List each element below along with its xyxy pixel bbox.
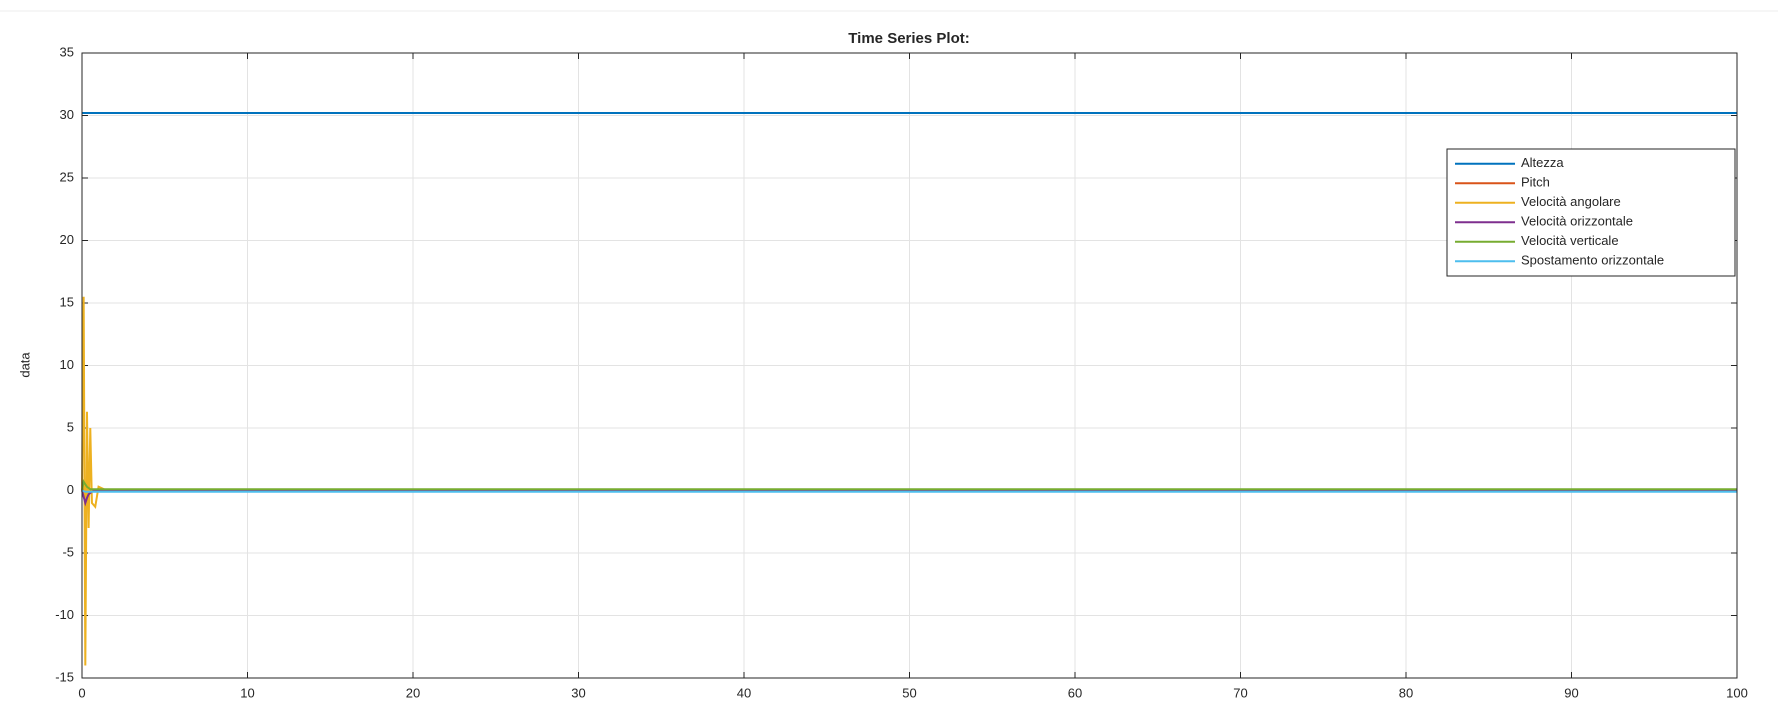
legend-label: Velocità verticale xyxy=(1521,233,1619,248)
series-line xyxy=(81,489,1737,493)
y-tick-label: 15 xyxy=(60,294,74,309)
legend-label: Spostamento orizzontale xyxy=(1521,253,1664,268)
legend-label: Velocità angolare xyxy=(1521,194,1621,209)
x-tick-label: 10 xyxy=(240,685,254,700)
legend-label: Velocità orizzontale xyxy=(1521,214,1633,229)
x-tick-label: 50 xyxy=(902,685,916,700)
x-tick-label: 100 xyxy=(1726,685,1748,700)
chart-title: Time Series Plot: xyxy=(848,30,969,47)
y-tick-label: 30 xyxy=(60,107,74,122)
y-tick-label: 5 xyxy=(67,419,74,434)
x-tick-label: 90 xyxy=(1564,685,1578,700)
x-tick-label: 20 xyxy=(406,685,420,700)
y-tick-label: 20 xyxy=(60,232,74,247)
series-line xyxy=(81,479,1737,491)
x-tick-label: 80 xyxy=(1399,685,1413,700)
y-tick-label: 35 xyxy=(60,44,74,59)
legend-label: Altezza xyxy=(1521,155,1564,170)
x-tick-label: 30 xyxy=(571,685,585,700)
legend-box xyxy=(1446,148,1736,277)
y-tick-label: -5 xyxy=(62,544,74,559)
legend-label: Pitch xyxy=(1521,175,1550,190)
legend: Altezza Pitch Velocità angolare Velocità or… xyxy=(1446,148,1736,277)
x-tick-label: 70 xyxy=(1233,685,1247,700)
y-tick-label: 10 xyxy=(60,357,74,372)
x-tick-label: 0 xyxy=(78,685,85,700)
y-tick-label: -10 xyxy=(55,607,74,622)
axes-box xyxy=(81,52,1738,679)
y-tick-label: -15 xyxy=(55,669,74,684)
y-tick-label: 0 xyxy=(67,482,74,497)
y-tick-label: 25 xyxy=(60,169,74,184)
y-axis-label: data xyxy=(17,352,32,378)
x-tick-label: 60 xyxy=(1068,685,1082,700)
x-tick-label: 40 xyxy=(737,685,751,700)
